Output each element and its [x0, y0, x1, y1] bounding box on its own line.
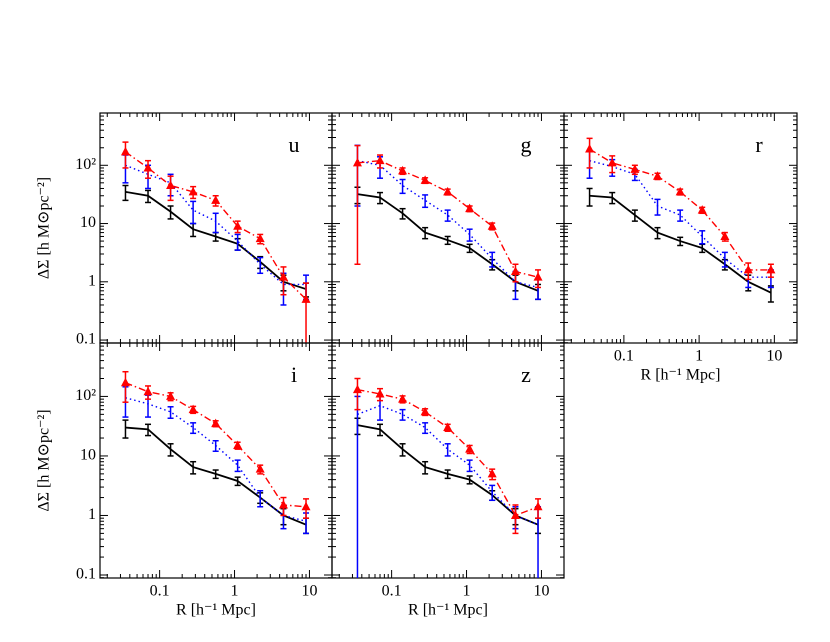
y-axis-label: ΔΣ [h M⊙pc⁻²]: [36, 177, 53, 279]
y-tick-label: 1: [88, 506, 96, 523]
marker: [743, 264, 753, 274]
marker: [255, 233, 265, 243]
marker: [166, 391, 176, 400]
marker: [630, 164, 640, 173]
panel-frame: [331, 342, 565, 579]
marker: [188, 186, 198, 196]
panel-label: i: [291, 362, 297, 387]
marker: [352, 157, 362, 167]
x-tick-label: 1: [463, 583, 471, 600]
y-tick-label: 10: [80, 214, 96, 231]
y-tick-label: 0.1: [76, 331, 96, 348]
marker: [766, 264, 776, 274]
marker: [143, 386, 153, 396]
series-line: [125, 382, 307, 508]
x-axis-label: R [h⁻¹ Mpc]: [176, 602, 256, 619]
marker: [398, 394, 408, 403]
marker: [420, 175, 430, 184]
marker: [166, 180, 176, 189]
marker: [607, 157, 617, 167]
y-tick-label: 10: [80, 447, 96, 464]
marker: [487, 468, 497, 478]
x-tick-label: 0.1: [614, 348, 634, 365]
y-axis-label: ΔΣ [h M⊙pc⁻²]: [36, 409, 53, 511]
marker: [533, 501, 543, 511]
marker: [143, 162, 153, 172]
x-tick-label: 1: [695, 348, 703, 365]
panel-label: g: [521, 132, 532, 157]
y-tick-label: 10²: [75, 387, 96, 404]
marker: [375, 388, 385, 398]
series-line: [357, 388, 539, 517]
marker: [465, 444, 475, 453]
marker: [443, 422, 453, 432]
marker: [233, 440, 243, 449]
marker: [211, 195, 221, 204]
marker: [211, 418, 221, 428]
marker: [720, 231, 730, 240]
x-tick-label: 0.1: [382, 583, 402, 600]
series-line: [357, 159, 539, 289]
marker: [533, 272, 543, 281]
marker: [585, 144, 595, 153]
marker: [188, 404, 198, 414]
x-tick-label: 1: [231, 583, 239, 600]
x-tick-label: 10: [301, 583, 317, 600]
series-line: [589, 148, 771, 271]
marker: [301, 501, 311, 511]
marker: [120, 377, 130, 387]
marker: [487, 221, 497, 230]
x-axis-label: R [h⁻¹ Mpc]: [641, 367, 721, 384]
y-tick-label: 0.1: [76, 566, 96, 583]
x-tick-label: 10: [766, 348, 782, 365]
marker: [510, 266, 520, 276]
marker: [233, 221, 243, 230]
marker: [301, 294, 311, 303]
marker: [278, 499, 288, 509]
panel-label: u: [289, 132, 300, 157]
marker: [443, 186, 453, 196]
series-line: [357, 404, 539, 526]
marker: [375, 155, 385, 165]
marker: [352, 384, 362, 394]
panel-frame: [563, 112, 798, 344]
marker: [398, 165, 408, 175]
marker: [278, 272, 288, 281]
y-tick-label: 1: [88, 272, 96, 289]
series-line: [125, 397, 307, 522]
marker: [465, 203, 475, 213]
y-tick-label: 10²: [75, 156, 96, 173]
x-axis-label: R [h⁻¹ Mpc]: [408, 602, 488, 619]
marker: [420, 406, 430, 416]
panel-label: z: [521, 362, 531, 387]
marker: [653, 171, 663, 180]
marker: [675, 186, 685, 196]
marker: [697, 205, 707, 214]
panel-frame: [99, 342, 333, 579]
marker: [255, 464, 265, 473]
marker: [120, 146, 130, 156]
x-tick-label: 0.1: [150, 583, 170, 600]
x-tick-label: 10: [533, 583, 549, 600]
marker: [510, 510, 520, 519]
panel-label: r: [755, 132, 763, 157]
